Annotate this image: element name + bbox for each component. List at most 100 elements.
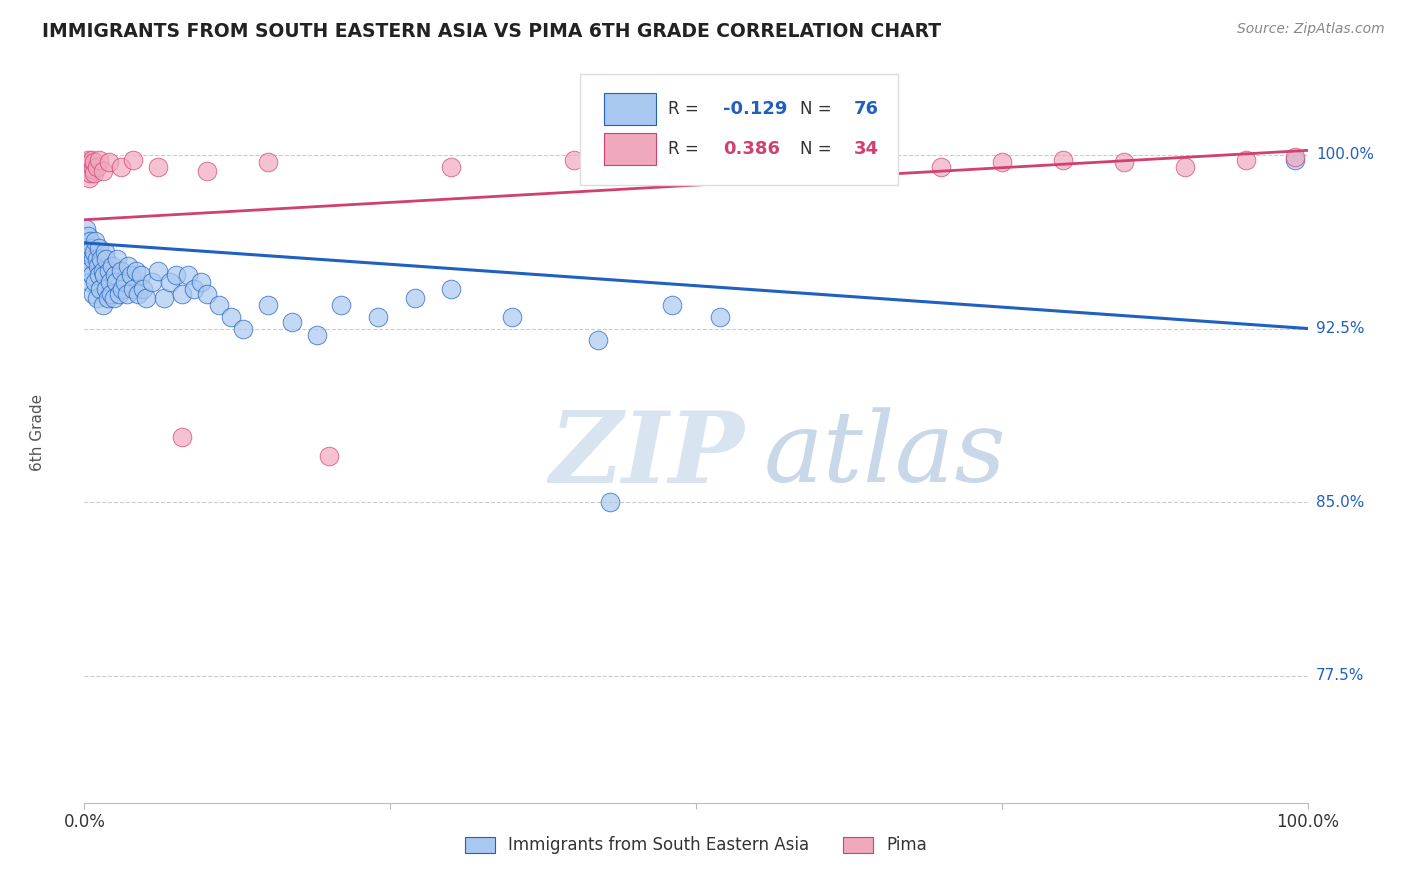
Text: 100.0%: 100.0% — [1316, 147, 1374, 162]
Point — [87, 268, 110, 283]
Point — [257, 298, 280, 312]
Text: IMMIGRANTS FROM SOUTH EASTERN ASIA VS PIMA 6TH GRADE CORRELATION CHART: IMMIGRANTS FROM SOUTH EASTERN ASIA VS PI… — [42, 22, 941, 41]
Point — [77, 171, 100, 186]
Point — [83, 166, 105, 180]
Point — [807, 160, 830, 174]
Point — [114, 275, 136, 289]
Point — [125, 263, 148, 277]
Point — [107, 286, 129, 301]
Point — [195, 164, 218, 178]
Point — [75, 222, 97, 236]
Point — [96, 282, 118, 296]
Point — [562, 153, 585, 167]
Point — [101, 259, 124, 273]
Point — [96, 252, 118, 266]
Point — [172, 286, 194, 301]
Point — [83, 155, 105, 169]
Point — [80, 268, 103, 283]
Point — [77, 263, 100, 277]
Point — [80, 153, 103, 167]
Text: N =: N = — [800, 140, 837, 158]
Point — [183, 282, 205, 296]
Point — [76, 252, 98, 266]
Point — [83, 245, 105, 260]
Point — [440, 160, 463, 174]
Point — [79, 157, 101, 171]
Point — [77, 245, 100, 260]
Point — [120, 268, 142, 283]
Point — [1284, 150, 1306, 164]
Point — [232, 321, 254, 335]
Point — [76, 240, 98, 255]
Point — [100, 286, 122, 301]
Point — [80, 240, 103, 255]
Point — [94, 245, 117, 260]
Point — [90, 252, 112, 266]
Point — [86, 252, 108, 266]
Point — [122, 153, 145, 167]
Text: 77.5%: 77.5% — [1316, 668, 1364, 683]
Point — [305, 328, 328, 343]
Point — [91, 263, 114, 277]
Point — [77, 153, 100, 167]
Point — [709, 310, 731, 324]
Text: atlas: atlas — [763, 407, 1007, 502]
Point — [685, 155, 707, 169]
Point — [82, 286, 104, 301]
Text: 92.5%: 92.5% — [1316, 321, 1364, 336]
Point — [115, 286, 138, 301]
Point — [1052, 153, 1074, 167]
Point — [172, 430, 194, 444]
Point — [661, 298, 683, 312]
Point — [281, 314, 304, 328]
Point — [195, 286, 218, 301]
Text: ZIP: ZIP — [550, 407, 744, 503]
Point — [82, 252, 104, 266]
Point — [132, 282, 155, 296]
Point — [110, 160, 132, 174]
Point — [82, 161, 104, 176]
Text: 85.0%: 85.0% — [1316, 494, 1364, 509]
Point — [219, 310, 242, 324]
Point — [929, 160, 952, 174]
Text: 76: 76 — [853, 100, 879, 118]
Text: 0.386: 0.386 — [723, 140, 780, 158]
Point — [330, 298, 353, 312]
Point — [87, 240, 110, 255]
Point — [153, 292, 176, 306]
Point — [991, 155, 1014, 169]
Point — [146, 160, 169, 174]
Point — [103, 292, 125, 306]
Text: N =: N = — [800, 100, 837, 118]
Point — [76, 160, 98, 174]
Point — [89, 282, 111, 296]
Point — [93, 268, 115, 283]
Text: 6th Grade: 6th Grade — [31, 394, 45, 471]
FancyBboxPatch shape — [605, 133, 655, 165]
Point — [440, 282, 463, 296]
Point — [257, 155, 280, 169]
Text: Source: ZipAtlas.com: Source: ZipAtlas.com — [1237, 22, 1385, 37]
Point — [141, 275, 163, 289]
Point — [77, 229, 100, 244]
Text: R =: R = — [668, 100, 704, 118]
Point — [111, 282, 134, 296]
Point — [79, 166, 101, 180]
Point — [502, 310, 524, 324]
Point — [404, 292, 426, 306]
Point — [91, 164, 114, 178]
Text: R =: R = — [668, 140, 704, 158]
Point — [599, 495, 621, 509]
Point — [87, 259, 110, 273]
Point — [86, 292, 108, 306]
Point — [91, 298, 114, 312]
Point — [104, 268, 127, 283]
Point — [1114, 155, 1136, 169]
Point — [97, 155, 120, 169]
Point — [105, 275, 128, 289]
Point — [146, 263, 169, 277]
Text: -0.129: -0.129 — [723, 100, 787, 118]
Point — [318, 449, 340, 463]
Point — [97, 263, 120, 277]
Point — [97, 292, 120, 306]
